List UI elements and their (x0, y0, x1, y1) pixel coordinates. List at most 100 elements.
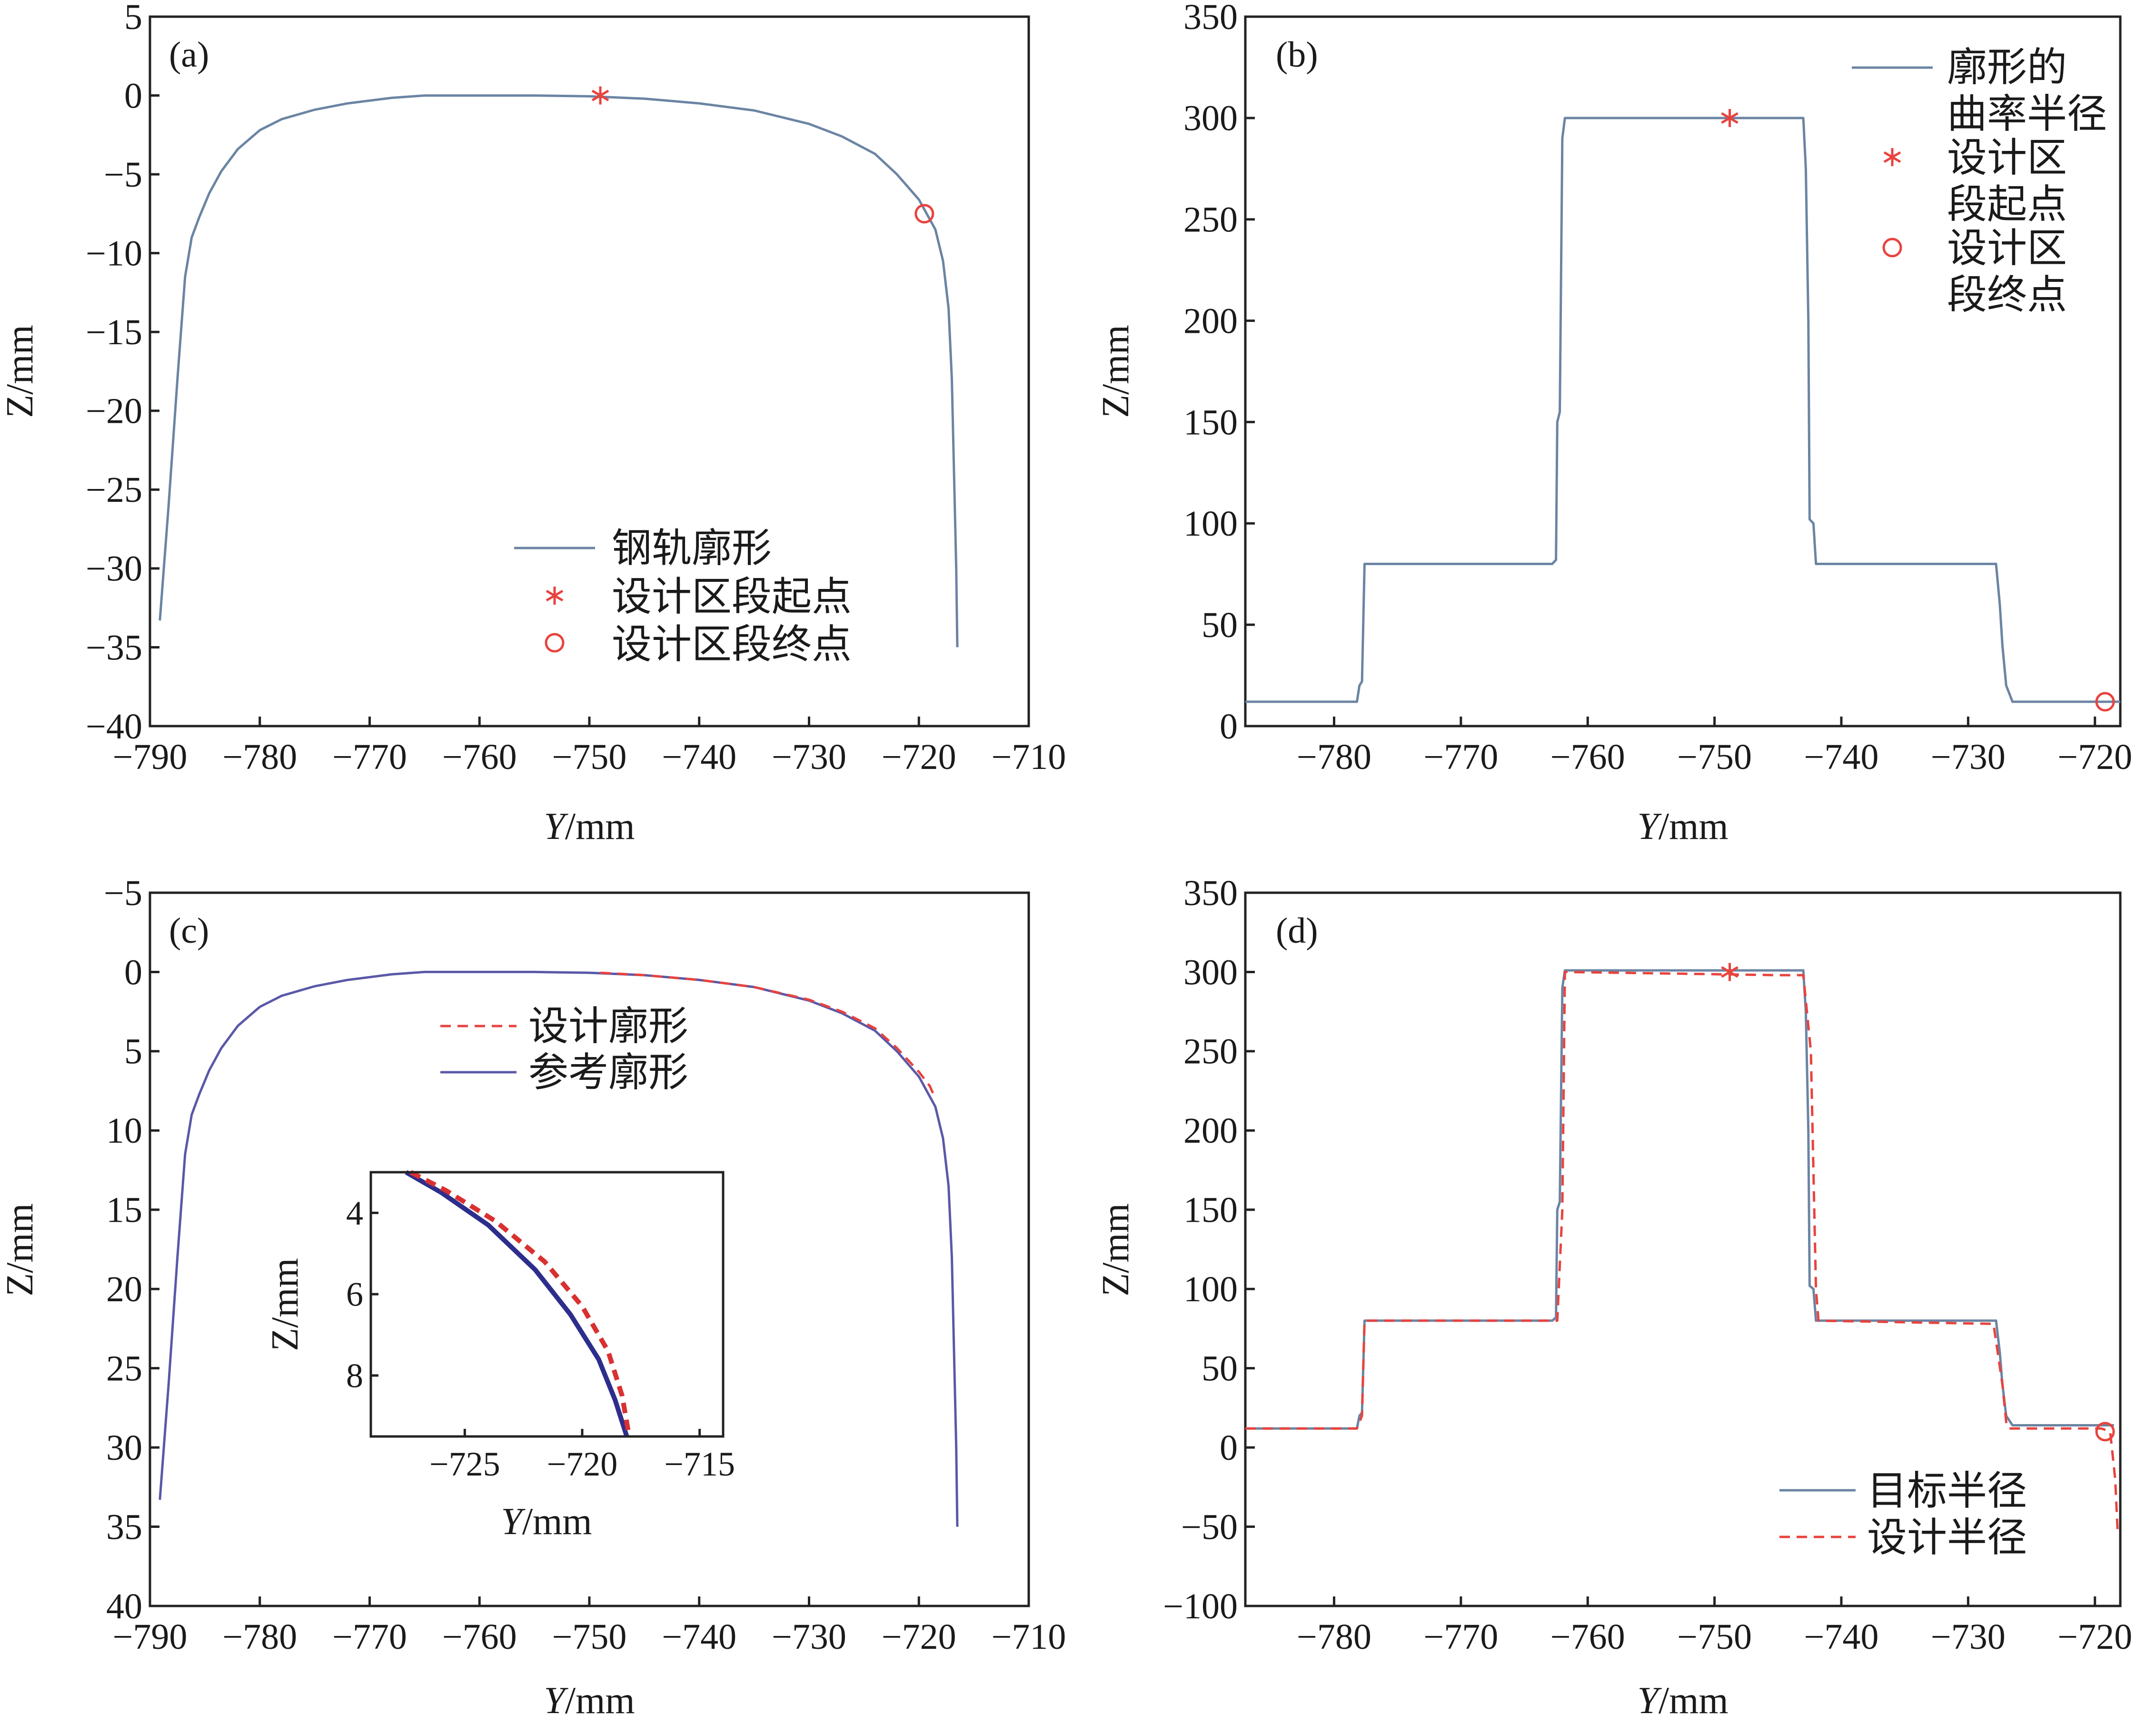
c-x-tick-label: −710 (992, 1617, 1066, 1657)
inset-background (371, 1172, 723, 1436)
plot-frame-a (149, 15, 1030, 728)
legend-label-end-point: 设计区段终点 (612, 623, 852, 667)
c-x-tick-label: −790 (113, 1617, 188, 1657)
legend-swatch-end-point (545, 633, 565, 653)
panel-d: −780 −770 −760 −750 −740 −730 −720 −100 −50 0 50 10… (1095, 873, 2132, 1715)
a-y-tick-label: −20 (86, 391, 142, 431)
inset-frame (369, 1171, 725, 1438)
a-end-point-marker (914, 204, 934, 224)
legend-label-start-point: 设计区段起点 (612, 575, 852, 619)
inset-c: −725 −720 −715 4 6 8 Y/mm Z/mm (264, 1170, 735, 1543)
x-axis-label-a: Y/mm (544, 806, 635, 848)
d-x-tick-label: −720 (2057, 1617, 2132, 1657)
x-axis-label-d: Y/mm (1637, 1680, 1728, 1715)
c-dashed-series-line (600, 971, 937, 1099)
a-x-tick-label: −780 (222, 737, 297, 777)
panel-label-b: (b) (1276, 35, 1318, 75)
d-y-tick-label: −50 (1181, 1507, 1238, 1547)
ticks-b: −780 −770 −760 −750 −740 −730 −720 0 50 100 150 200… (1183, 0, 2132, 777)
b-x-tick-label: −760 (1550, 737, 1625, 777)
b-y-tick-label: 300 (1183, 99, 1238, 139)
data-d (1245, 963, 2119, 1535)
data-c (159, 970, 959, 1527)
legend-line: 曲率半径 (1947, 92, 2107, 137)
c-y-tick-label: 5 (124, 1032, 142, 1072)
a-y-tick-label: −30 (86, 549, 142, 589)
legend-label-target-radius: 目标半径 (1867, 1469, 2027, 1514)
plot-frame-d (1244, 891, 2122, 1607)
d-start-point-marker (1721, 963, 1739, 981)
legend-swatch-start-point (546, 587, 564, 605)
legend-line: 设计区 (1947, 136, 2067, 180)
a-y-tick-label: −10 (86, 234, 142, 274)
a-x-tick-label: −720 (882, 737, 956, 777)
c-y-tick-label: 25 (106, 1349, 142, 1389)
b-x-tick-label: −770 (1423, 737, 1498, 777)
inset-data (405, 1170, 632, 1437)
b-y-tick-label: 150 (1183, 402, 1238, 442)
inset-x-tick-label: −715 (664, 1445, 735, 1483)
y-axis-label-b: Z/mm (1095, 325, 1137, 418)
legend-label-design-profile: 设计廓形 (528, 1005, 688, 1049)
legend-label-end-point: 设计区 段终点 (1947, 227, 2077, 318)
panel-label-d: (d) (1276, 911, 1318, 951)
x-axis-label-b: Y/mm (1637, 806, 1728, 848)
legend-b: 廓形的 曲率半径 设计区 段起点 设计区 段终点 (1852, 46, 2107, 318)
inset-y-axis-label: Z/mm (264, 1258, 306, 1351)
legend-d: 目标半径 设计半径 (1779, 1469, 2027, 1560)
c-x-tick-label: −740 (662, 1617, 736, 1657)
inset-y-tick-label: 8 (346, 1356, 363, 1395)
inset-x-axis-label: Y/mm (501, 1501, 592, 1543)
d-series-line (1245, 969, 2114, 1430)
a-y-tick-label: 0 (124, 76, 142, 116)
x-axis-label-c: Y/mm (544, 1680, 635, 1715)
legend-line: 段终点 (1947, 273, 2067, 318)
a-y-tick-label: 5 (124, 0, 142, 37)
c-x-tick-label: −770 (332, 1617, 407, 1657)
a-x-tick-label: −730 (772, 737, 846, 777)
d-dashed-series-line (1245, 970, 2119, 1535)
a-y-tick-label: −5 (104, 155, 142, 195)
ticks-c: −790 −780 −770 −760 −750 −740 −730 −720 −710 −5 0 5… (104, 873, 1066, 1657)
c-y-tick-label: 30 (106, 1428, 142, 1468)
data-a (159, 86, 959, 648)
d-y-tick-label: 50 (1202, 1349, 1238, 1389)
d-x-tick-label: −750 (1677, 1617, 1752, 1657)
b-start-point-marker (1721, 109, 1739, 127)
panel-label-a: (a) (169, 35, 209, 75)
legend-swatch-start-point (1883, 148, 1901, 166)
ticks-d: −780 −770 −760 −750 −740 −730 −720 −100 −50 0 50 10… (1163, 873, 2132, 1657)
panel-b: −780 −770 −760 −750 −740 −730 −720 0 50 100 150 200… (1095, 0, 2132, 848)
b-y-tick-label: 200 (1183, 301, 1238, 341)
c-y-tick-label: 40 (106, 1586, 142, 1626)
ticks-a: −790 −780 −770 −760 −750 −740 −730 −720 −710 5 0 −5… (86, 0, 1066, 777)
inset-dashed-series-line (409, 1170, 632, 1437)
legend-label-curvature-radius: 廓形的 曲率半径 (1947, 46, 2107, 137)
a-y-tick-label: −35 (86, 628, 142, 668)
y-axis-label-c: Z/mm (0, 1203, 41, 1296)
d-x-tick-label: −740 (1804, 1617, 1879, 1657)
c-x-tick-label: −760 (442, 1617, 517, 1657)
inset-ticks: −725 −720 −715 4 6 8 (346, 1194, 735, 1483)
d-x-tick-label: −780 (1297, 1617, 1371, 1657)
data-b (1245, 109, 2120, 712)
a-x-tick-label: −750 (552, 737, 627, 777)
b-x-tick-label: −780 (1297, 737, 1371, 777)
c-y-tick-label: −5 (104, 873, 142, 913)
b-x-tick-label: −750 (1677, 737, 1752, 777)
d-y-tick-label: 200 (1183, 1111, 1238, 1151)
inset-y-tick-label: 6 (346, 1276, 363, 1314)
c-x-tick-label: −730 (772, 1617, 846, 1657)
inset-x-tick-label: −725 (429, 1445, 500, 1483)
a-y-tick-label: −40 (86, 707, 142, 747)
d-x-tick-label: −730 (1931, 1617, 2006, 1657)
a-y-tick-label: −15 (86, 312, 142, 352)
legend-line: 段起点 (1947, 183, 2067, 227)
c-y-tick-label: 10 (106, 1111, 142, 1151)
a-x-tick-label: −760 (442, 737, 517, 777)
panel-label-c: (c) (169, 911, 209, 951)
legend-label-start-point: 设计区 段起点 (1947, 136, 2077, 227)
d-y-tick-label: 150 (1183, 1190, 1238, 1230)
a-start-point-marker (591, 86, 609, 105)
